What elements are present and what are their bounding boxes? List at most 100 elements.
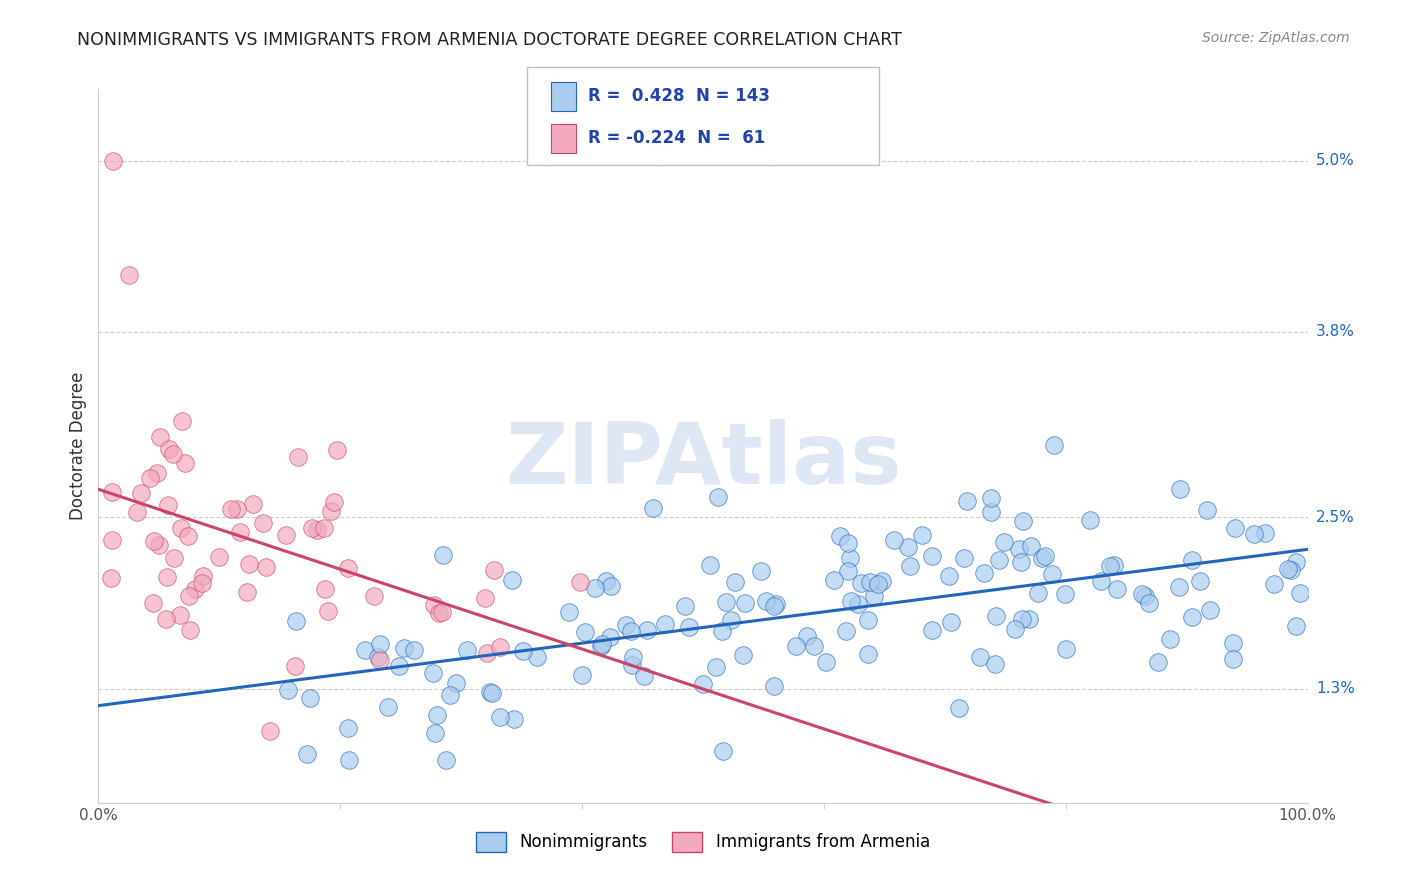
Point (1181, 552, 1204, 566)
Point (1053, 587, 1076, 601)
Point (432, 548, 454, 562)
Point (589, 639, 612, 653)
Point (208, 550, 231, 565)
Text: 3.8%: 3.8% (1316, 325, 1355, 339)
Point (803, 639, 825, 653)
Point (633, 668, 655, 682)
Point (1130, 587, 1153, 601)
Point (337, 753, 360, 767)
Point (363, 589, 385, 603)
Point (1102, 558, 1125, 572)
Point (392, 641, 415, 656)
Point (938, 569, 960, 583)
Point (1277, 562, 1299, 576)
Point (314, 582, 336, 597)
Point (526, 649, 548, 664)
Point (156, 570, 179, 584)
Point (482, 563, 505, 577)
Text: 2.5%: 2.5% (1316, 510, 1354, 524)
Text: R =  0.428  N = 143: R = 0.428 N = 143 (588, 87, 769, 105)
Point (101, 153, 124, 168)
Y-axis label: Doctorate Degree: Doctorate Degree (69, 372, 87, 520)
Point (229, 525, 252, 540)
Point (883, 533, 905, 548)
Point (1199, 602, 1222, 616)
Point (236, 584, 259, 599)
Point (163, 551, 186, 566)
Point (1026, 586, 1049, 600)
Point (897, 540, 920, 554)
Point (162, 447, 184, 461)
Point (856, 614, 879, 628)
Point (423, 726, 446, 740)
Point (422, 666, 444, 681)
Point (427, 606, 450, 620)
Point (599, 579, 621, 593)
Point (142, 596, 165, 610)
Point (287, 450, 309, 465)
Point (973, 566, 995, 581)
Point (558, 605, 581, 619)
Point (620, 624, 643, 639)
Point (242, 497, 264, 511)
Point (704, 659, 727, 673)
Text: ZIPAtlas: ZIPAtlas (505, 418, 901, 502)
Point (1243, 527, 1265, 541)
Point (501, 573, 523, 587)
Point (1133, 589, 1156, 603)
Point (870, 574, 893, 589)
Point (143, 534, 166, 549)
Point (430, 606, 453, 620)
Text: 1.3%: 1.3% (1316, 681, 1355, 696)
Point (621, 649, 644, 664)
Legend: Nonimmigrants, Immigrants from Armenia: Nonimmigrants, Immigrants from Armenia (470, 825, 936, 859)
Text: R = -0.224  N =  61: R = -0.224 N = 61 (588, 129, 765, 147)
Point (368, 637, 391, 651)
Point (599, 630, 621, 644)
Point (636, 623, 658, 637)
Point (643, 501, 665, 516)
Point (170, 520, 193, 534)
Point (835, 624, 858, 638)
Point (322, 495, 344, 509)
Point (614, 618, 637, 632)
Point (284, 659, 307, 673)
Point (295, 747, 318, 761)
Point (956, 493, 979, 508)
Point (1159, 632, 1181, 647)
Point (969, 649, 991, 664)
Point (368, 653, 391, 667)
Point (191, 576, 214, 591)
Point (1040, 566, 1063, 581)
Point (426, 708, 449, 723)
Point (1285, 618, 1308, 632)
Point (984, 657, 1007, 672)
Point (571, 667, 593, 681)
Point (948, 700, 970, 714)
Point (984, 609, 1007, 624)
Point (221, 502, 243, 516)
Point (479, 684, 502, 698)
Point (796, 629, 818, 643)
Point (157, 442, 180, 456)
Point (1090, 574, 1112, 588)
Point (673, 599, 696, 614)
Point (785, 639, 807, 653)
Point (157, 498, 180, 512)
Point (993, 535, 1015, 549)
Point (277, 682, 299, 697)
Point (225, 501, 247, 516)
Point (828, 529, 851, 543)
Point (1168, 482, 1191, 496)
Point (319, 504, 342, 518)
Point (859, 574, 882, 589)
Text: 5.0%: 5.0% (1316, 153, 1354, 168)
Point (1222, 636, 1244, 650)
Point (921, 549, 943, 564)
Point (118, 268, 141, 282)
Point (765, 598, 787, 612)
Point (444, 675, 467, 690)
Point (259, 724, 281, 739)
Point (1195, 503, 1218, 517)
Text: NONIMMIGRANTS VS IMMIGRANTS FROM ARMENIA DOCTORATE DEGREE CORRELATION CHART: NONIMMIGRANTS VS IMMIGRANTS FROM ARMENIA… (77, 31, 903, 49)
